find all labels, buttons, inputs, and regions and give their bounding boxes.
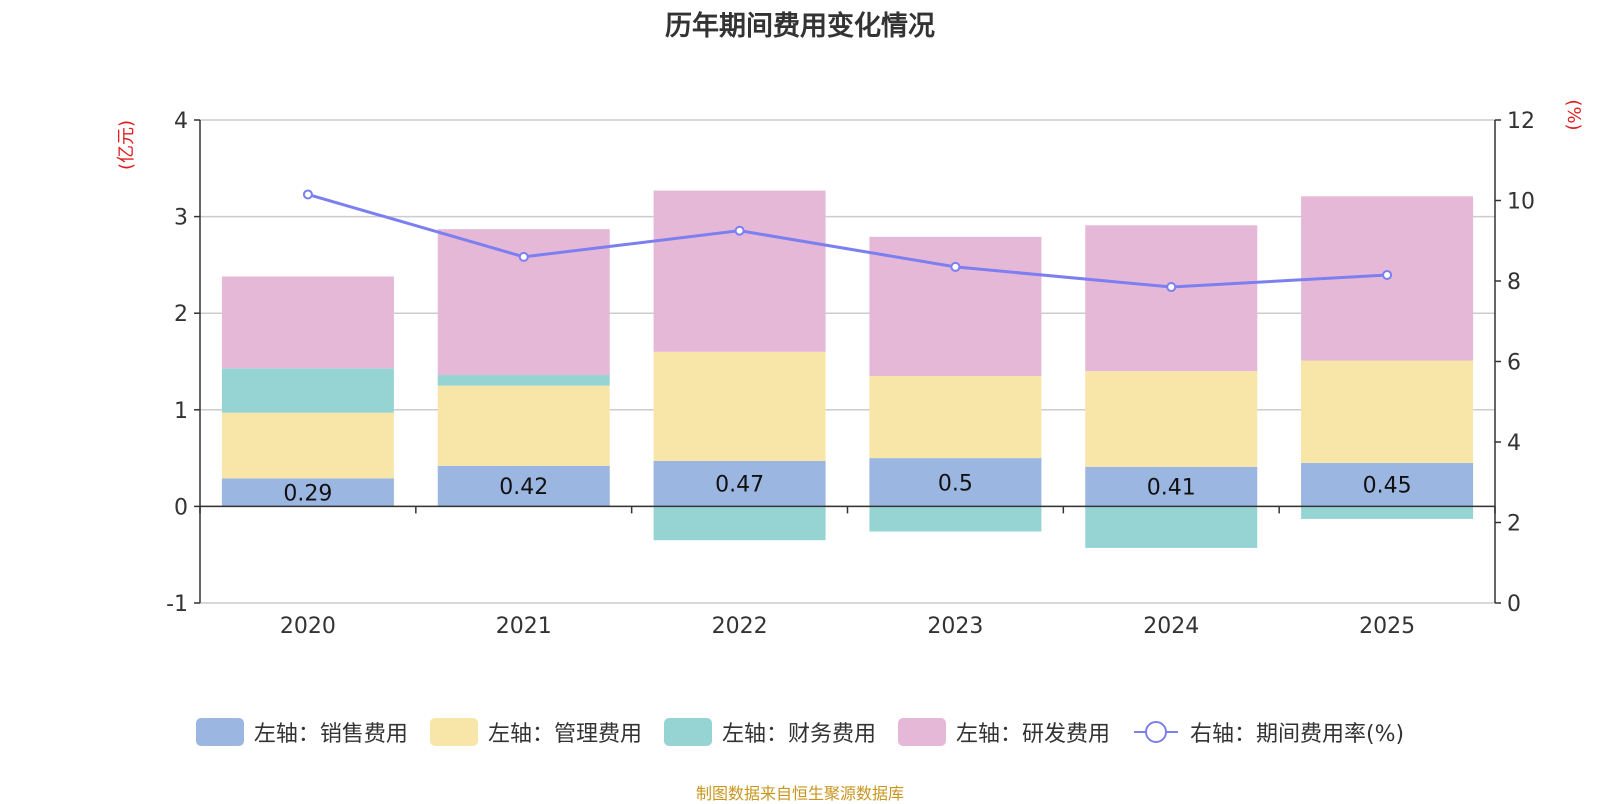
legend-swatch <box>195 718 244 746</box>
left-axis-tick-label: -1 <box>166 592 188 617</box>
bar-segment <box>1301 462 1474 507</box>
chart-title: 历年期间费用变化情况 <box>665 11 935 42</box>
x-axis-category-label: 2021 <box>496 614 552 639</box>
bar-segment <box>653 506 826 541</box>
x-axis-category-label: 2020 <box>280 614 336 639</box>
rate-point <box>1166 282 1177 293</box>
bar-segment <box>869 236 1042 376</box>
legend-label: 左轴：销售费用 <box>253 722 408 747</box>
right-axis-tick-label: 0 <box>1507 592 1521 617</box>
bar-segment <box>869 506 1042 532</box>
bar-segment <box>221 412 394 479</box>
bar-series <box>221 190 1474 548</box>
legend-swatch <box>663 718 712 746</box>
legend: 左轴：销售费用 左轴：管理费用 左轴：财务费用 左轴：研发费用 右轴：期间费用率(%) <box>0 716 1600 748</box>
bar-data-label: 0.45 <box>1363 474 1412 499</box>
left-axis-tick-label: 2 <box>174 302 188 327</box>
rate-point <box>950 261 961 272</box>
bar-segment <box>1085 466 1258 507</box>
right-axis-tick-label: 6 <box>1507 351 1521 376</box>
bar-segment <box>1085 371 1258 467</box>
bar-segment <box>437 465 610 507</box>
left-axis-tick-label: 3 <box>174 206 188 231</box>
bar-segment <box>1301 506 1474 519</box>
data-labels: 0.29 0.42 0.47 0.5 0.41 0.45 <box>283 471 1411 506</box>
legend-item[interactable]: 左轴：销售费用 <box>195 716 408 748</box>
bar-segment <box>221 478 394 507</box>
bar-segment <box>437 385 610 466</box>
grid-lines <box>200 119 1495 604</box>
bar-segment <box>869 458 1042 507</box>
bar-segment <box>437 375 610 386</box>
left-axis-tick-label: 0 <box>174 495 188 520</box>
source-note: 制图数据来自恒生聚源数据库 <box>695 784 904 803</box>
bar-segment <box>869 375 1042 459</box>
rate-point <box>302 189 313 200</box>
legend-label: 左轴：财务费用 <box>721 722 876 747</box>
legend-item[interactable]: 右轴：期间费用率(%) <box>1132 716 1404 748</box>
rate-point <box>1382 269 1393 280</box>
rate-line-series <box>302 189 1393 293</box>
rate-line <box>307 193 1388 289</box>
legend-item[interactable]: 左轴：财务费用 <box>663 716 876 748</box>
legend-label: 左轴：管理费用 <box>487 722 642 747</box>
rate-point <box>734 225 745 236</box>
bar-data-label: 0.42 <box>499 475 548 500</box>
bar-segment <box>221 276 394 369</box>
right-axis-tick-label: 2 <box>1507 512 1521 537</box>
right-axis-tick-label: 12 <box>1507 109 1535 134</box>
legend-swatch <box>897 718 946 746</box>
x-axis-category-label: 2022 <box>712 614 768 639</box>
x-axis-category-label: 2024 <box>1143 614 1199 639</box>
right-axis-tick-label: 4 <box>1507 431 1521 456</box>
legend-label: 左轴：研发费用 <box>955 722 1110 747</box>
legend-item[interactable]: 左轴：管理费用 <box>429 716 642 748</box>
x-axis-category-label: 2025 <box>1359 614 1415 639</box>
rate-point <box>518 251 529 262</box>
legend-item[interactable]: 左轴：研发费用 <box>897 716 1110 748</box>
bar-data-label: 0.41 <box>1147 476 1196 501</box>
legend-label: 右轴：期间费用率(%) <box>1189 722 1405 747</box>
bar-segment <box>1085 506 1258 548</box>
bar-segment <box>1301 360 1474 463</box>
bar-segment <box>1085 225 1258 372</box>
right-axis-tick-label: 8 <box>1507 270 1521 295</box>
bar-segment <box>221 368 394 413</box>
bar-data-label: 0.29 <box>283 481 332 506</box>
right-axis-tick-label: 10 <box>1507 190 1535 215</box>
bar-segment <box>653 460 826 507</box>
left-axis-tick-label: 4 <box>174 109 188 134</box>
right-axis-unit: (%) <box>1563 99 1584 130</box>
bar-data-label: 0.47 <box>715 473 764 498</box>
bar-segment <box>653 351 826 461</box>
legend-line-swatch <box>1133 721 1178 743</box>
bar-data-label: 0.5 <box>938 471 973 496</box>
bar-segment <box>653 190 826 352</box>
x-axis-category-label: 2023 <box>927 614 983 639</box>
left-axis-tick-label: 1 <box>174 399 188 424</box>
legend-swatch <box>429 718 478 746</box>
left-axis-unit: (亿元) <box>116 120 137 170</box>
